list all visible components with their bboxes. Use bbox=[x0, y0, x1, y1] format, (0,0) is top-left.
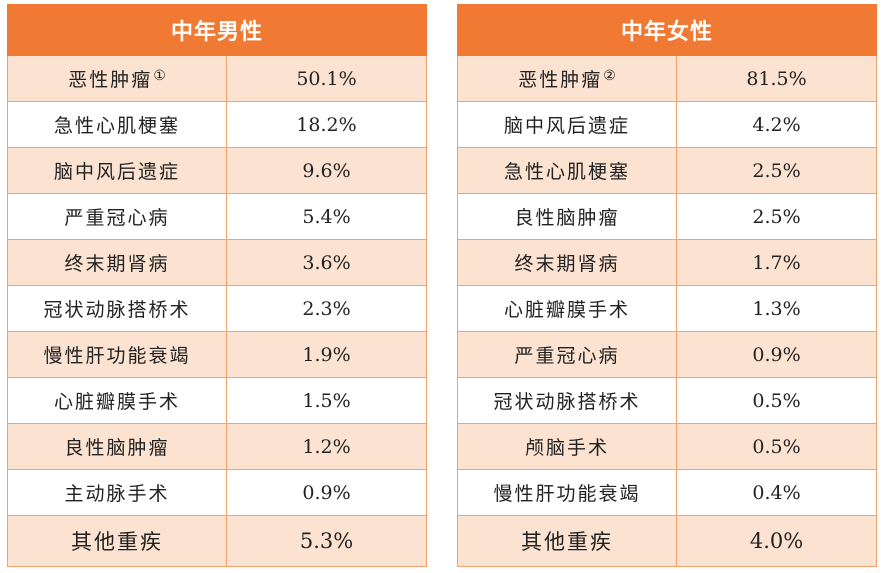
disease-name: 严重冠心病 bbox=[64, 207, 170, 229]
percentage-cell: 4.2% bbox=[675, 101, 878, 148]
male-table-body: 恶性肿瘤① 50.1% 急性心肌梗塞 18.2% 脑中风后遗症 9.6% 严重冠心病 5.4%… bbox=[7, 55, 428, 567]
disease-name-cell: 冠状动脉搭桥术 bbox=[7, 285, 227, 332]
percentage-cell: 1.3% bbox=[675, 285, 878, 332]
disease-name-cell: 急性心肌梗塞 bbox=[457, 147, 677, 194]
table-row: 严重冠心病 5.4% bbox=[7, 193, 428, 240]
percentage-cell: 5.4% bbox=[225, 193, 428, 240]
disease-name: 颅脑手术 bbox=[524, 437, 609, 459]
male-table-title: 中年男性 bbox=[6, 4, 428, 56]
percentage-cell: 81.5% bbox=[675, 55, 878, 102]
disease-name: 其他重疾 bbox=[71, 530, 163, 554]
disease-name-cell: 急性心肌梗塞 bbox=[7, 101, 227, 148]
disease-name: 急性心肌梗塞 bbox=[503, 161, 630, 183]
disease-name: 脑中风后遗症 bbox=[503, 115, 630, 137]
table-row: 冠状动脉搭桥术 2.3% bbox=[7, 285, 428, 332]
percentage-cell: 4.0% bbox=[675, 515, 878, 567]
disease-name-cell: 严重冠心病 bbox=[7, 193, 227, 240]
disease-name: 终末期肾病 bbox=[514, 253, 620, 275]
footnote-marker: ① bbox=[153, 68, 166, 84]
table-row: 恶性肿瘤② 81.5% bbox=[457, 55, 878, 102]
percentage-cell: 2.3% bbox=[225, 285, 428, 332]
percentage-cell: 1.2% bbox=[225, 423, 428, 470]
table-row: 其他重疾 4.0% bbox=[457, 515, 878, 567]
table-row: 终末期肾病 1.7% bbox=[457, 239, 878, 286]
female-incidence-table: 中年女性 恶性肿瘤② 81.5% 脑中风后遗症 4.2% 急性心肌梗塞 2.5% 良性脑肿瘤… bbox=[456, 4, 878, 567]
female-table-body: 恶性肿瘤② 81.5% 脑中风后遗症 4.2% 急性心肌梗塞 2.5% 良性脑肿瘤 2.5% 终… bbox=[457, 55, 878, 567]
disease-name: 慢性肝功能衰竭 bbox=[43, 345, 191, 367]
table-row: 颅脑手术 0.5% bbox=[457, 423, 878, 470]
table-row: 冠状动脉搭桥术 0.5% bbox=[457, 377, 878, 424]
male-incidence-table: 中年男性 恶性肿瘤① 50.1% 急性心肌梗塞 18.2% 脑中风后遗症 9.6% 严重冠心… bbox=[6, 4, 428, 567]
table-row: 慢性肝功能衰竭 1.9% bbox=[7, 331, 428, 378]
disease-name-cell: 终末期肾病 bbox=[7, 239, 227, 286]
disease-name-cell: 主动脉手术 bbox=[7, 469, 227, 516]
percentage-cell: 0.9% bbox=[675, 331, 878, 378]
disease-name-cell: 其他重疾 bbox=[7, 515, 227, 567]
disease-name: 良性脑肿瘤 bbox=[514, 207, 620, 229]
disease-name-cell: 恶性肿瘤② bbox=[457, 55, 677, 102]
disease-name-cell: 其他重疾 bbox=[457, 515, 677, 567]
percentage-cell: 50.1% bbox=[225, 55, 428, 102]
disease-name-cell: 良性脑肿瘤 bbox=[7, 423, 227, 470]
disease-name-cell: 良性脑肿瘤 bbox=[457, 193, 677, 240]
disease-name: 慢性肝功能衰竭 bbox=[493, 483, 641, 505]
percentage-cell: 3.6% bbox=[225, 239, 428, 286]
table-row: 急性心肌梗塞 18.2% bbox=[7, 101, 428, 148]
disease-name: 冠状动脉搭桥术 bbox=[493, 391, 641, 413]
disease-name: 心脏瓣膜手术 bbox=[53, 391, 180, 413]
table-row: 心脏瓣膜手术 1.5% bbox=[7, 377, 428, 424]
table-row: 良性脑肿瘤 2.5% bbox=[457, 193, 878, 240]
disease-name: 其他重疾 bbox=[521, 530, 613, 554]
percentage-cell: 5.3% bbox=[225, 515, 428, 567]
table-row: 慢性肝功能衰竭 0.4% bbox=[457, 469, 878, 516]
disease-name-cell: 脑中风后遗症 bbox=[7, 147, 227, 194]
table-row: 恶性肿瘤① 50.1% bbox=[7, 55, 428, 102]
disease-name-cell: 严重冠心病 bbox=[457, 331, 677, 378]
table-header-row: 中年男性 bbox=[6, 4, 428, 56]
disease-name-cell: 脑中风后遗症 bbox=[457, 101, 677, 148]
percentage-cell: 1.7% bbox=[675, 239, 878, 286]
disease-name: 良性脑肿瘤 bbox=[64, 437, 170, 459]
disease-name-cell: 恶性肿瘤① bbox=[7, 55, 227, 102]
disease-name: 急性心肌梗塞 bbox=[53, 115, 180, 137]
disease-name-cell: 终末期肾病 bbox=[457, 239, 677, 286]
disease-name-cell: 慢性肝功能衰竭 bbox=[7, 331, 227, 378]
percentage-cell: 0.5% bbox=[675, 377, 878, 424]
disease-name-cell: 慢性肝功能衰竭 bbox=[457, 469, 677, 516]
table-row: 其他重疾 5.3% bbox=[7, 515, 428, 567]
disease-name-cell: 颅脑手术 bbox=[457, 423, 677, 470]
percentage-cell: 0.9% bbox=[225, 469, 428, 516]
disease-name: 脑中风后遗症 bbox=[53, 161, 180, 183]
disease-name: 主动脉手术 bbox=[64, 483, 170, 505]
percentage-cell: 18.2% bbox=[225, 101, 428, 148]
disease-name: 恶性肿瘤 bbox=[68, 69, 153, 91]
table-row: 脑中风后遗症 9.6% bbox=[7, 147, 428, 194]
disease-name: 冠状动脉搭桥术 bbox=[43, 299, 191, 321]
percentage-cell: 2.5% bbox=[675, 147, 878, 194]
female-table-title: 中年女性 bbox=[456, 4, 878, 56]
percentage-cell: 1.9% bbox=[225, 331, 428, 378]
disease-name: 心脏瓣膜手术 bbox=[503, 299, 630, 321]
disease-name-cell: 冠状动脉搭桥术 bbox=[457, 377, 677, 424]
table-row: 良性脑肿瘤 1.2% bbox=[7, 423, 428, 470]
disease-name: 严重冠心病 bbox=[514, 345, 620, 367]
table-row: 主动脉手术 0.9% bbox=[7, 469, 428, 516]
table-header-row: 中年女性 bbox=[456, 4, 878, 56]
percentage-cell: 1.5% bbox=[225, 377, 428, 424]
table-row: 终末期肾病 3.6% bbox=[7, 239, 428, 286]
table-row: 严重冠心病 0.9% bbox=[457, 331, 878, 378]
table-row: 急性心肌梗塞 2.5% bbox=[457, 147, 878, 194]
percentage-cell: 0.4% bbox=[675, 469, 878, 516]
percentage-cell: 9.6% bbox=[225, 147, 428, 194]
table-row: 脑中风后遗症 4.2% bbox=[457, 101, 878, 148]
disease-name: 终末期肾病 bbox=[64, 253, 170, 275]
footnote-marker: ② bbox=[603, 68, 616, 84]
disease-name-cell: 心脏瓣膜手术 bbox=[457, 285, 677, 332]
table-row: 心脏瓣膜手术 1.3% bbox=[457, 285, 878, 332]
percentage-cell: 0.5% bbox=[675, 423, 878, 470]
disease-name-cell: 心脏瓣膜手术 bbox=[7, 377, 227, 424]
disease-name: 恶性肿瘤 bbox=[518, 69, 603, 91]
percentage-cell: 2.5% bbox=[675, 193, 878, 240]
